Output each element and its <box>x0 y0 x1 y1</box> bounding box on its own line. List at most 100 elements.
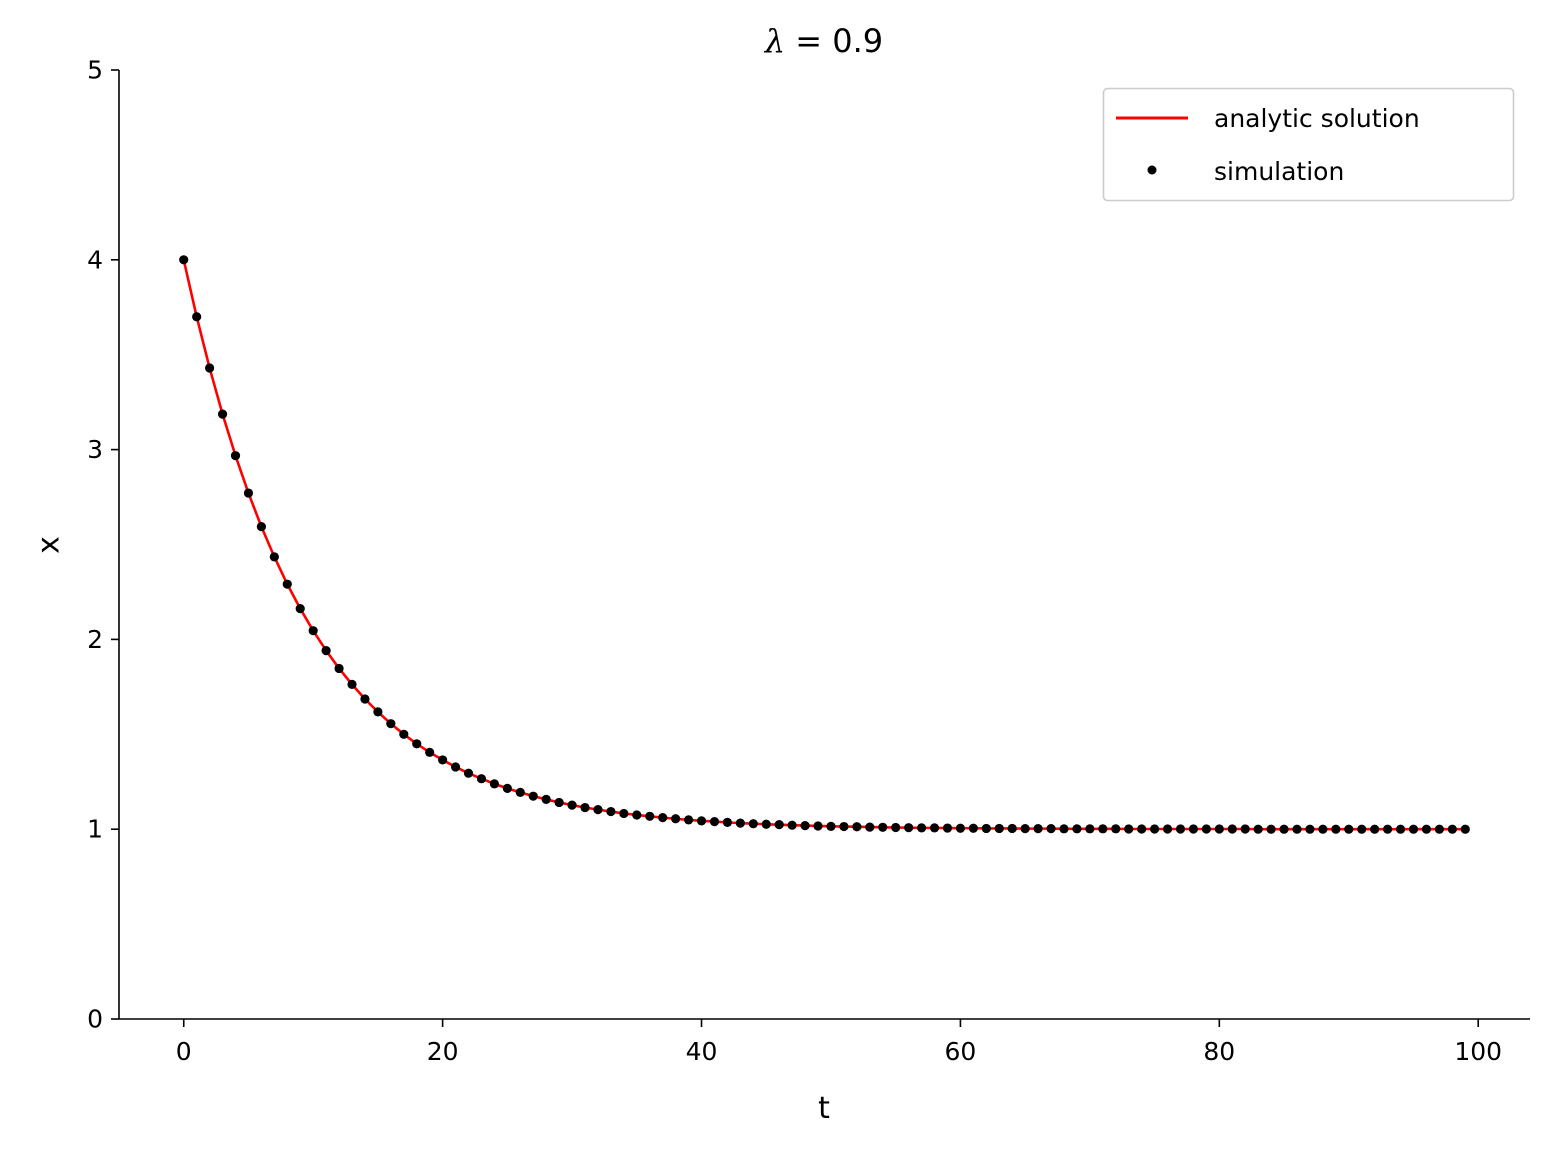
simulation-point <box>217 409 228 419</box>
simulation-point <box>696 816 707 826</box>
simulation-point <box>1124 824 1134 834</box>
legend: analytic solution simulation <box>1102 87 1515 202</box>
simulation-point <box>515 787 525 797</box>
simulation-point <box>606 806 616 817</box>
simulation-point <box>580 802 590 813</box>
simulation-point <box>761 819 771 829</box>
simulation-point <box>1447 824 1457 834</box>
simulation-point <box>1085 824 1095 834</box>
y-tick-label: 5 <box>87 56 103 85</box>
simulation-point <box>282 579 292 589</box>
simulation-point <box>554 797 564 808</box>
simulation-point <box>373 707 383 717</box>
y-tick-label: 3 <box>87 435 103 464</box>
simulation-point <box>1305 824 1315 834</box>
simulation-point <box>1201 824 1211 834</box>
simulation-point <box>904 823 914 833</box>
simulation-point <box>1007 823 1017 834</box>
simulation-point <box>1318 824 1328 834</box>
x-tick-label: 40 <box>686 1037 718 1066</box>
analytic-solution-series <box>182 258 1467 831</box>
x-tick-label: 20 <box>427 1037 459 1066</box>
simulation-point <box>1098 824 1108 834</box>
simulation-point <box>334 663 344 674</box>
simulation-point <box>981 823 991 834</box>
y-tick-label: 1 <box>87 815 103 844</box>
simulation-point <box>645 811 655 821</box>
y-tick-label: 2 <box>87 625 103 654</box>
simulation-point <box>1253 824 1263 834</box>
simulation-point <box>243 488 254 498</box>
simulation-point <box>438 755 448 765</box>
simulation-point <box>632 810 642 820</box>
simulation-point <box>205 363 215 373</box>
legend-frame <box>1102 87 1515 202</box>
y-axis-ticks: 0 1 2 3 4 5 <box>87 56 119 1034</box>
legend-simulation-swatch <box>1147 165 1157 175</box>
x-tick-label: 0 <box>176 1037 192 1066</box>
simulation-point <box>787 820 797 830</box>
simulation-point <box>839 821 849 832</box>
simulation-point <box>994 823 1004 834</box>
simulation-point <box>321 646 331 656</box>
x-axis-ticks: 0 20 40 60 80 100 <box>176 1019 1502 1066</box>
x-tick-label: 80 <box>1203 1037 1235 1066</box>
simulation-point <box>1395 824 1406 834</box>
simulation-point <box>450 762 461 772</box>
simulation-point <box>1344 824 1354 834</box>
simulation-point <box>528 791 538 801</box>
simulation-point <box>1357 824 1367 834</box>
simulation-point <box>308 626 318 636</box>
simulation-point <box>476 774 487 784</box>
simulation-point <box>347 679 357 689</box>
y-axis-label: x <box>32 536 67 554</box>
simulation-point <box>813 821 823 831</box>
x-tick-label: 100 <box>1454 1037 1502 1066</box>
simulation-point <box>269 552 279 562</box>
x-axis-label: t <box>818 1091 830 1126</box>
simulation-point <box>1059 824 1069 834</box>
simulation-point <box>1072 824 1082 834</box>
simulation-point <box>192 312 202 322</box>
simulation-point <box>968 823 978 833</box>
simulation-point <box>425 747 435 757</box>
simulation-point <box>1292 824 1302 834</box>
simulation-point <box>929 823 940 833</box>
simulation-point <box>179 255 189 265</box>
simulation-point <box>942 823 953 833</box>
simulation-point <box>567 800 577 810</box>
y-tick-label: 4 <box>87 245 103 274</box>
simulation-point <box>593 805 603 815</box>
simulation-point <box>955 823 966 833</box>
chart-title: λ = 0.9 <box>763 22 883 60</box>
simulation-point <box>852 822 862 832</box>
simulation-point <box>1240 824 1250 834</box>
simulation-point <box>1460 824 1470 834</box>
simulation-point <box>865 822 875 832</box>
simulation-point <box>295 604 305 614</box>
analytic-solution-line <box>182 258 1467 831</box>
simulation-point <box>1214 824 1224 834</box>
simulation-point <box>1033 824 1043 834</box>
simulation-point <box>1020 824 1030 834</box>
simulation-point <box>658 813 668 823</box>
simulation-point <box>878 822 888 832</box>
simulation-point <box>412 739 422 749</box>
simulation-point <box>502 783 512 793</box>
simulation-point <box>826 821 836 831</box>
simulation-point <box>671 814 681 824</box>
simulation-point <box>489 779 499 789</box>
title-symbol: λ <box>763 22 785 60</box>
simulation-point <box>1370 824 1380 834</box>
simulation-point <box>722 817 733 827</box>
simulation-point <box>1279 824 1289 834</box>
simulation-point <box>1421 824 1432 834</box>
simulation-point <box>1434 824 1444 834</box>
simulation-point <box>1266 824 1276 834</box>
simulation-point <box>1331 824 1341 834</box>
simulation-point <box>619 808 629 819</box>
simulation-point <box>1175 824 1186 834</box>
simulation-point <box>230 451 241 461</box>
simulation-point <box>1383 824 1393 834</box>
